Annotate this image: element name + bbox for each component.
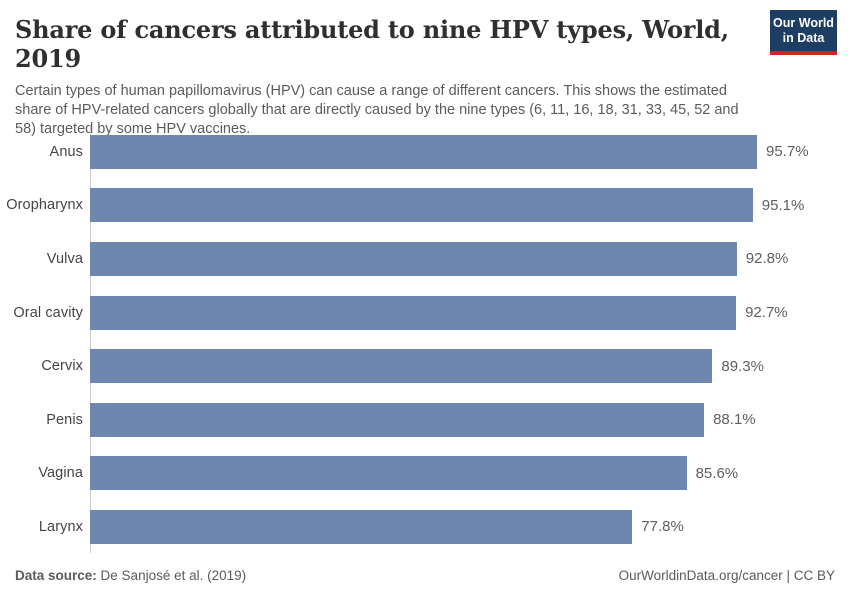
license-credit[interactable]: OurWorldinData.org/cancer | CC BY (618, 568, 835, 583)
bar-chart: Anus 95.7% Oropharynx 95.1% Vulva 92.8% Oral c… (0, 125, 850, 554)
owid-logo-line2: in Data (782, 30, 825, 45)
page-title: Share of cancers attributed to nine HPV … (15, 15, 729, 73)
category-label: Anus (49, 143, 83, 160)
bar[interactable] (90, 188, 753, 223)
bar-row: Oral cavity 92.7% (0, 286, 850, 340)
bar[interactable] (90, 134, 757, 169)
bar[interactable] (90, 295, 737, 330)
data-source: Data source: De Sanjosé et al. (2019) (15, 568, 246, 583)
category-label: Larynx (38, 518, 83, 535)
bar-track: 95.1% (83, 179, 850, 233)
bar-row: Penis 88.1% (0, 393, 850, 447)
value-label: 92.7% (745, 304, 788, 322)
data-source-value: De Sanjosé et al. (2019) (100, 568, 247, 583)
value-label: 89.3% (721, 357, 764, 375)
value-label: 77.8% (641, 518, 684, 536)
bar[interactable] (90, 349, 713, 384)
category-label: Vagina (38, 465, 83, 482)
bar-row: Vulva 92.8% (0, 232, 850, 286)
bar-row: Cervix 89.3% (0, 339, 850, 393)
value-label: 88.1% (713, 411, 756, 429)
value-label: 85.6% (695, 464, 739, 482)
bar-track: 92.8% (83, 232, 850, 286)
bar[interactable] (90, 509, 633, 544)
owid-logo-line1: Our World (773, 16, 834, 30)
category-label: Oral cavity (13, 304, 83, 321)
data-source-label: Data source: (15, 568, 97, 583)
bar[interactable] (90, 241, 737, 276)
category-label: Vulva (46, 250, 83, 267)
chart-footer: Data source: De Sanjosé et al. (2019) Ou… (15, 568, 835, 583)
bar-row: Anus 95.7% (0, 125, 850, 179)
bar-rows: Anus 95.7% Oropharynx 95.1% Vulva 92.8% Oral c… (0, 125, 850, 554)
bar-track: 88.1% (83, 393, 850, 447)
value-label: 95.1% (761, 196, 805, 214)
bar-row: Oropharynx 95.1% (0, 179, 850, 233)
bar-track: 92.7% (83, 286, 850, 340)
bar-track: 89.3% (83, 339, 850, 393)
value-label: 92.8% (745, 250, 789, 268)
y-axis-line (90, 125, 91, 553)
bar[interactable] (90, 456, 687, 491)
value-label: 95.7% (766, 143, 809, 161)
bar-track: 85.6% (83, 447, 850, 501)
chart-header: Share of cancers attributed to nine HPV … (0, 0, 850, 139)
category-label: Oropharynx (6, 197, 83, 214)
bar-row: Vagina 85.6% (0, 447, 850, 501)
bar-track: 95.7% (83, 125, 850, 179)
bar[interactable] (90, 402, 705, 437)
category-label: Cervix (41, 358, 83, 375)
owid-logo[interactable]: Our World in Data (770, 10, 837, 55)
bar-row: Larynx 77.8% (0, 500, 850, 554)
category-label: Penis (46, 411, 83, 428)
chart-subtitle: Certain types of human papillomavirus (H… (15, 82, 739, 137)
bar-track: 77.8% (83, 500, 850, 554)
